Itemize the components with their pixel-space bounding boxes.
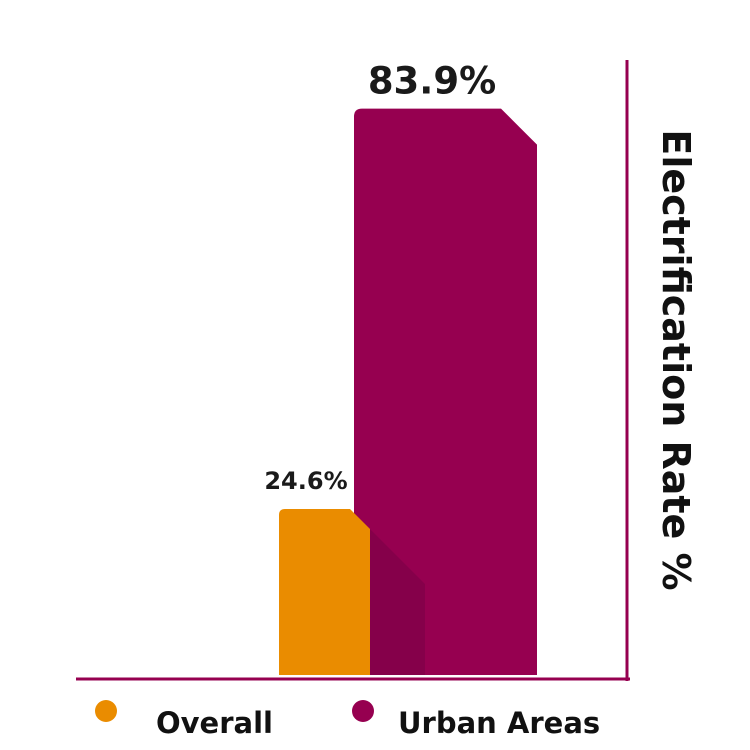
value-label-overall: 24.6%: [264, 467, 347, 495]
bar-overall: [279, 508, 370, 675]
value-label-urban-areas: 83.9%: [368, 60, 496, 103]
y-axis-label: Electrification Rate %: [654, 129, 698, 590]
bar-urban-areas: [354, 108, 537, 676]
legend-label-overall: Overall: [156, 706, 273, 740]
legend-swatch-overall: [95, 700, 117, 722]
bars-layer: [279, 108, 537, 676]
legend: Overall Urban Areas: [95, 700, 600, 740]
bar-shadow: [370, 528, 425, 675]
legend-label-urban-areas: Urban Areas: [398, 706, 600, 740]
legend-swatch-urban-areas: [352, 700, 374, 722]
